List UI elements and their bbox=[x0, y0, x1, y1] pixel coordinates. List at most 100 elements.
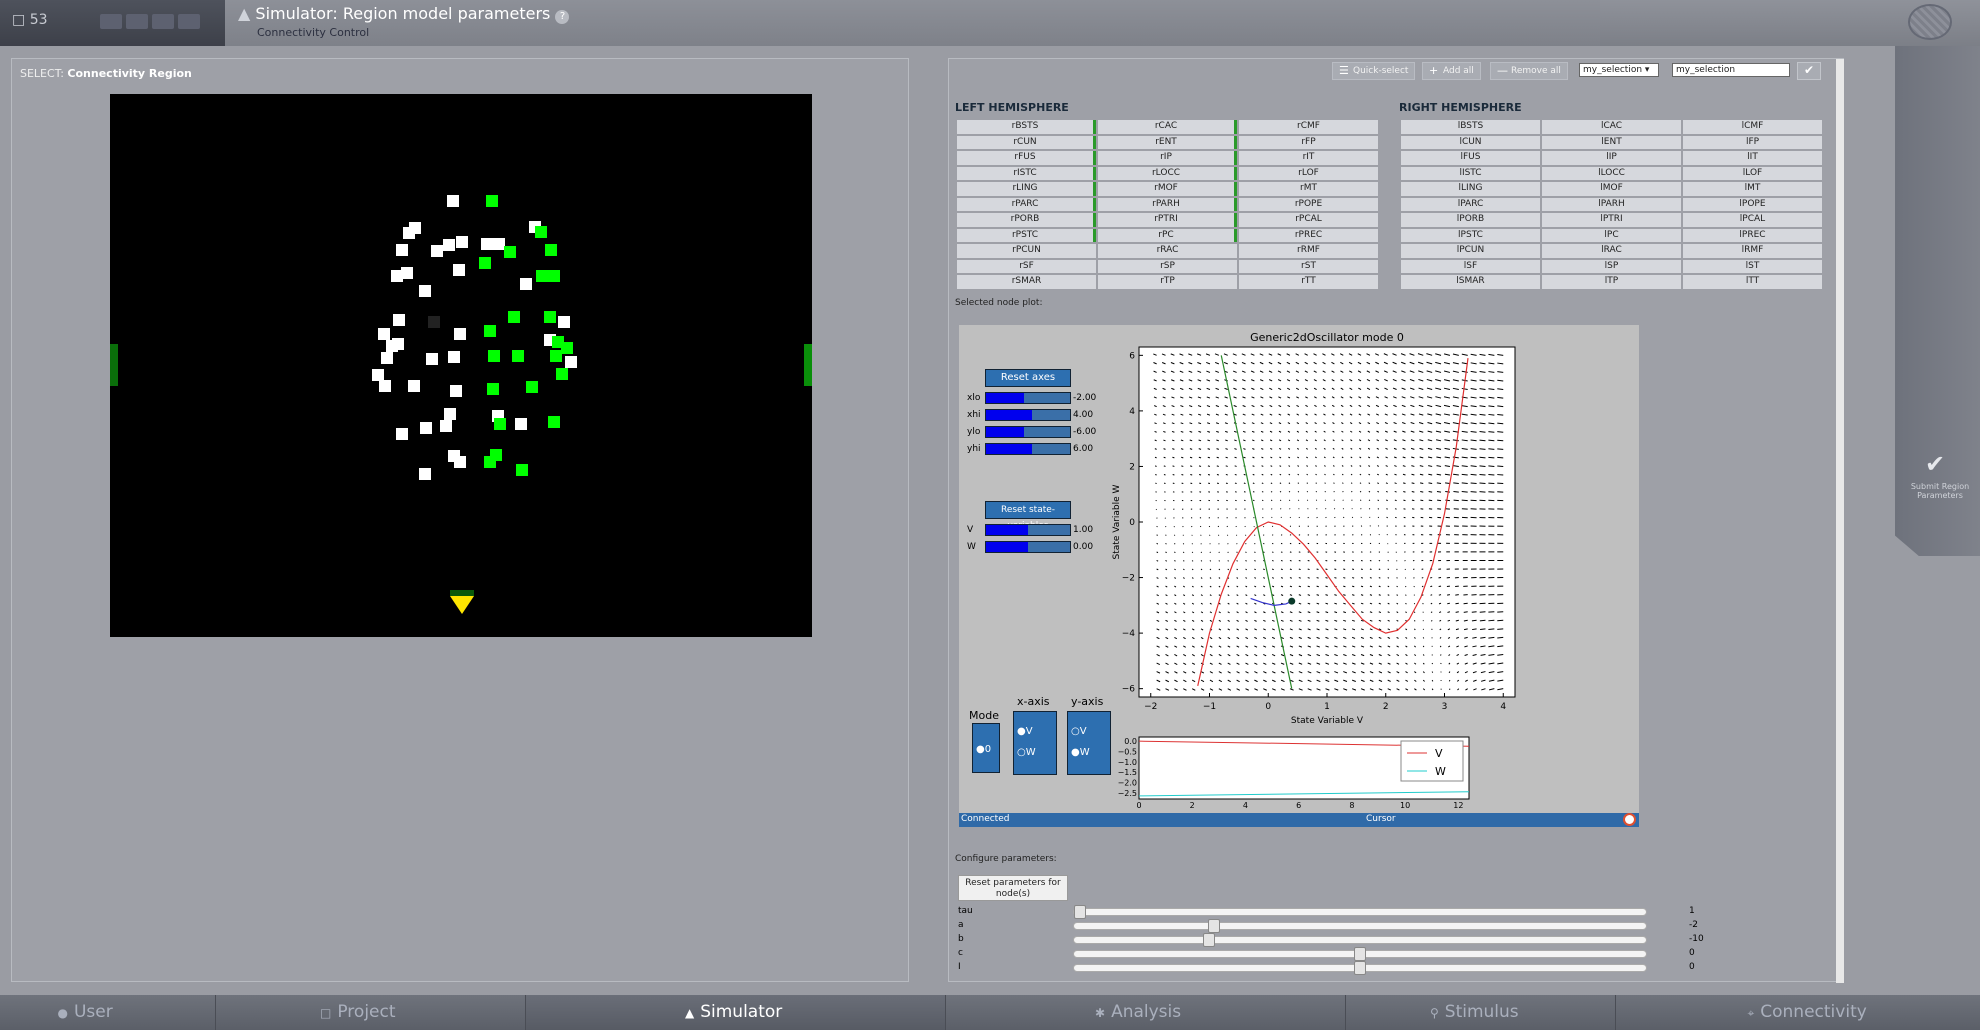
region-node[interactable] bbox=[448, 351, 460, 363]
region-toggle[interactable]: rPC bbox=[1098, 228, 1237, 242]
region-node[interactable] bbox=[535, 226, 547, 238]
region-toggle[interactable]: lRAC bbox=[1542, 244, 1681, 258]
region-node[interactable] bbox=[396, 428, 408, 440]
region-node[interactable] bbox=[392, 338, 404, 350]
region-node[interactable] bbox=[488, 350, 500, 362]
region-node[interactable] bbox=[396, 244, 408, 256]
reset-parameters-button[interactable]: Reset parameters for node(s) bbox=[958, 875, 1068, 901]
region-toggle[interactable]: lPORB bbox=[1401, 213, 1540, 227]
slider-track[interactable] bbox=[985, 409, 1071, 421]
region-toggle[interactable]: lLOF bbox=[1683, 166, 1822, 180]
region-node[interactable] bbox=[378, 328, 390, 340]
region-toggle[interactable]: rISTC bbox=[957, 166, 1096, 180]
selection-name-input[interactable]: my_selection bbox=[1672, 63, 1790, 77]
xaxis-radio[interactable]: ●V ○W bbox=[1013, 711, 1057, 775]
brain-icon[interactable] bbox=[1908, 4, 1952, 40]
region-toggle[interactable]: lPOPE bbox=[1683, 197, 1822, 211]
region-toggle[interactable]: lCMF bbox=[1683, 120, 1822, 134]
region-toggle[interactable]: rTT bbox=[1239, 275, 1378, 289]
region-node[interactable] bbox=[401, 267, 413, 279]
region-node[interactable] bbox=[536, 270, 548, 282]
yaxis-radio[interactable]: ○V ●W bbox=[1067, 711, 1111, 775]
region-node[interactable] bbox=[443, 239, 455, 251]
nav-tab-stimulus[interactable]: ⚲ Stimulus bbox=[1345, 995, 1615, 1030]
reset-state-button[interactable]: Reset state-variables bbox=[985, 501, 1071, 531]
region-node[interactable] bbox=[428, 316, 440, 328]
region-toggle[interactable]: rIT bbox=[1239, 151, 1378, 165]
param-slider[interactable] bbox=[1073, 961, 1647, 975]
region-toggle[interactable]: rMOF bbox=[1098, 182, 1237, 196]
region-toggle[interactable]: lIT bbox=[1683, 151, 1822, 165]
submit-rail[interactable] bbox=[1895, 46, 1980, 556]
region-node[interactable] bbox=[447, 195, 459, 207]
region-toggle[interactable]: rPARH bbox=[1098, 197, 1237, 211]
param-slider[interactable] bbox=[1073, 919, 1647, 933]
nav-tab-user[interactable]: ● User bbox=[0, 995, 215, 1030]
region-toggle[interactable]: rBSTS bbox=[957, 120, 1096, 134]
region-toggle[interactable]: rSP bbox=[1098, 259, 1237, 273]
region-node[interactable] bbox=[453, 264, 465, 276]
mode-option[interactable]: ●0 bbox=[976, 744, 992, 755]
region-node[interactable] bbox=[481, 238, 493, 250]
param-slider-handle[interactable] bbox=[1074, 905, 1086, 919]
region-node[interactable] bbox=[486, 195, 498, 207]
region-toggle[interactable]: lPSTC bbox=[1401, 228, 1540, 242]
region-node[interactable] bbox=[520, 278, 532, 290]
region-node[interactable] bbox=[419, 468, 431, 480]
region-node[interactable] bbox=[544, 311, 556, 323]
region-node[interactable] bbox=[479, 257, 491, 269]
region-toggle[interactable]: rPARC bbox=[957, 197, 1096, 211]
region-toggle[interactable]: rLOCC bbox=[1098, 166, 1237, 180]
region-toggle[interactable]: lMOF bbox=[1542, 182, 1681, 196]
slider-track[interactable] bbox=[985, 524, 1071, 536]
region-toggle[interactable]: lTP bbox=[1542, 275, 1681, 289]
region-toggle[interactable]: lPCUN bbox=[1401, 244, 1540, 258]
selection-dropdown[interactable]: my_selection ▾ bbox=[1579, 63, 1659, 77]
region-node[interactable] bbox=[379, 380, 391, 392]
region-toggle[interactable]: lLOCC bbox=[1542, 166, 1681, 180]
region-node[interactable] bbox=[504, 246, 516, 258]
state-point[interactable] bbox=[1288, 597, 1296, 605]
region-node[interactable] bbox=[493, 238, 505, 250]
region-node[interactable] bbox=[419, 285, 431, 297]
region-node[interactable] bbox=[487, 383, 499, 395]
param-slider-handle[interactable] bbox=[1208, 919, 1221, 933]
region-node[interactable] bbox=[408, 380, 420, 392]
slider-track[interactable] bbox=[985, 541, 1071, 553]
reset-axes-button[interactable]: Reset axes bbox=[985, 369, 1071, 387]
region-toggle[interactable]: lPC bbox=[1542, 228, 1681, 242]
region-toggle[interactable]: rST bbox=[1239, 259, 1378, 273]
region-node[interactable] bbox=[393, 314, 405, 326]
region-node[interactable] bbox=[545, 244, 557, 256]
add-all-button[interactable]: + Add all bbox=[1422, 62, 1481, 80]
region-toggle[interactable]: rLING bbox=[957, 182, 1096, 196]
region-toggle[interactable]: rENT bbox=[1098, 135, 1237, 149]
scrollbar[interactable] bbox=[1836, 59, 1844, 983]
region-node[interactable] bbox=[516, 464, 528, 476]
param-slider-handle[interactable] bbox=[1354, 947, 1366, 961]
region-toggle[interactable]: rPORB bbox=[957, 213, 1096, 227]
nav-tab-connectivity[interactable]: ⌖ Connectivity bbox=[1615, 995, 1980, 1030]
region-toggle[interactable]: rRMF bbox=[1239, 244, 1378, 258]
region-toggle[interactable]: lMT bbox=[1683, 182, 1822, 196]
nav-tab-analysis[interactable]: ✱ Analysis bbox=[945, 995, 1345, 1030]
region-node[interactable] bbox=[454, 456, 466, 468]
region-toggle[interactable]: rCUN bbox=[957, 135, 1096, 149]
project-badge[interactable]: □ 53 bbox=[0, 0, 225, 46]
region-node[interactable] bbox=[426, 353, 438, 365]
region-toggle[interactable]: lST bbox=[1683, 259, 1822, 273]
region-toggle[interactable]: rPREC bbox=[1239, 228, 1378, 242]
region-node[interactable] bbox=[484, 325, 496, 337]
region-toggle[interactable]: lENT bbox=[1542, 135, 1681, 149]
region-toggle[interactable]: lSMAR bbox=[1401, 275, 1540, 289]
submit-label[interactable]: Submit Region Parameters bbox=[1910, 482, 1970, 500]
region-toggle[interactable]: lLING bbox=[1401, 182, 1540, 196]
quick-select-button[interactable]: ☰ Quick-select bbox=[1332, 62, 1416, 80]
region-node[interactable] bbox=[512, 350, 524, 362]
region-node[interactable] bbox=[515, 418, 527, 430]
region-toggle[interactable]: lSP bbox=[1542, 259, 1681, 273]
slider-track[interactable] bbox=[985, 426, 1071, 438]
region-node[interactable] bbox=[444, 408, 456, 420]
region-node[interactable] bbox=[450, 385, 462, 397]
region-node[interactable] bbox=[508, 311, 520, 323]
